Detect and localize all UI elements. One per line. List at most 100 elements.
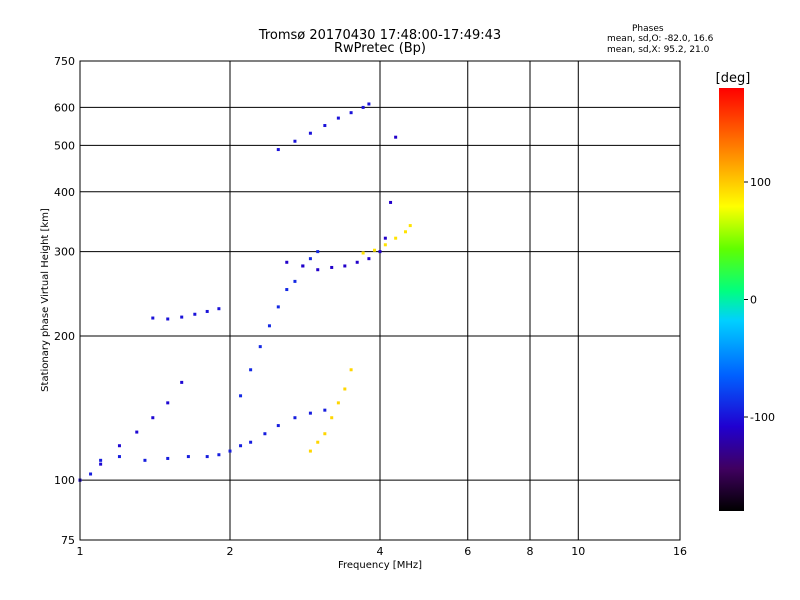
- data-point: [228, 449, 232, 453]
- data-point: [394, 236, 398, 240]
- x-tick-label: 8: [527, 545, 534, 558]
- data-point: [217, 307, 221, 311]
- data-point: [276, 148, 280, 152]
- data-point: [308, 411, 312, 415]
- data-point: [249, 368, 253, 372]
- data-point: [361, 105, 365, 109]
- data-point: [205, 455, 209, 459]
- data-point: [151, 316, 155, 320]
- y-tick-label: 600: [54, 101, 75, 114]
- x-axis-label: Frequency [MHz]: [338, 560, 422, 571]
- data-point: [336, 116, 340, 120]
- data-point: [99, 458, 103, 462]
- colorbar-tick-label: -100: [750, 411, 775, 424]
- data-point: [217, 453, 221, 457]
- data-point: [285, 260, 289, 264]
- data-point: [308, 131, 312, 135]
- data-point: [394, 135, 398, 139]
- data-point: [383, 236, 387, 240]
- data-point: [193, 312, 197, 316]
- data-point: [367, 257, 371, 261]
- x-tick-label: 2: [227, 545, 234, 558]
- data-point: [403, 230, 407, 234]
- data-point: [378, 250, 382, 254]
- data-point: [343, 264, 347, 268]
- axis-ticks: 1 2 4 6 8 10 16 75 100 200 300 400 500 600 750: [54, 55, 687, 558]
- data-point: [263, 432, 267, 436]
- data-point: [267, 324, 271, 328]
- plot-frame: [79, 60, 681, 541]
- data-point: [166, 317, 170, 321]
- data-point: [239, 444, 243, 448]
- data-point: [276, 424, 280, 428]
- colorbar-label: [deg]: [716, 71, 751, 86]
- colorbar-tick-label: 100: [750, 176, 771, 189]
- data-point: [308, 449, 312, 453]
- data-point: [293, 279, 297, 283]
- y-tick-label: 400: [54, 186, 75, 199]
- phases-o-stats: mean, sd,O: -82.0, 16.6: [607, 34, 714, 44]
- data-point: [186, 455, 190, 459]
- data-point: [408, 224, 412, 228]
- data-point: [301, 264, 305, 268]
- y-tick-label: 750: [54, 55, 75, 68]
- data-point: [349, 368, 353, 372]
- colorbar-tick-label: 0: [750, 294, 757, 307]
- y-axis-label: Stationary phase Virtual Height [km]: [40, 208, 51, 392]
- data-point: [373, 248, 377, 252]
- data-point: [117, 444, 121, 448]
- data-point: [330, 265, 334, 269]
- data-point: [323, 432, 327, 436]
- data-point: [316, 268, 320, 272]
- grid: [80, 61, 680, 540]
- data-point: [361, 251, 365, 255]
- data-point: [117, 455, 121, 459]
- y-tick-label: 200: [54, 330, 75, 343]
- y-tick-label: 100: [54, 474, 75, 487]
- data-point: [180, 315, 184, 319]
- x-tick-label: 1: [77, 545, 84, 558]
- data-point: [330, 416, 334, 420]
- data-point: [308, 257, 312, 261]
- data-point: [135, 430, 139, 434]
- chart-title: Tromsø 20170430 17:48:00-17:49:43: [258, 28, 502, 43]
- data-point: [99, 462, 103, 466]
- data-point: [143, 458, 147, 462]
- data-point: [166, 401, 170, 405]
- data-point: [323, 408, 327, 412]
- colorbar-ticks: 100 0 -100: [744, 176, 775, 424]
- data-point: [349, 111, 353, 115]
- data-point: [383, 243, 387, 247]
- phases-heading: Phases: [632, 24, 664, 34]
- data-point: [239, 394, 243, 398]
- chart-subtitle: RwPretec (Bp): [333, 41, 427, 56]
- y-tick-label: 300: [54, 246, 75, 259]
- data-point: [293, 139, 297, 143]
- x-tick-label: 10: [571, 545, 585, 558]
- data-point: [166, 456, 170, 460]
- data-point: [293, 416, 297, 420]
- x-tick-label: 6: [464, 545, 471, 558]
- data-point: [151, 416, 155, 420]
- data-point: [323, 124, 327, 128]
- data-point: [276, 305, 280, 309]
- data-point: [180, 380, 184, 384]
- data-point: [89, 472, 93, 476]
- data-point: [355, 260, 359, 264]
- data-point: [249, 440, 253, 444]
- y-tick-label: 500: [54, 139, 75, 152]
- data-points: [78, 102, 412, 482]
- data-point: [285, 288, 289, 292]
- data-point: [316, 250, 320, 254]
- data-point: [367, 102, 371, 106]
- phases-x-stats: mean, sd,X: 95.2, 21.0: [607, 45, 710, 55]
- data-point: [258, 345, 262, 349]
- data-point: [336, 401, 340, 405]
- x-tick-label: 4: [377, 545, 384, 558]
- data-point: [343, 387, 347, 391]
- x-tick-label: 16: [673, 545, 687, 558]
- data-point: [389, 200, 393, 204]
- data-point: [316, 440, 320, 444]
- y-tick-label: 75: [61, 534, 75, 547]
